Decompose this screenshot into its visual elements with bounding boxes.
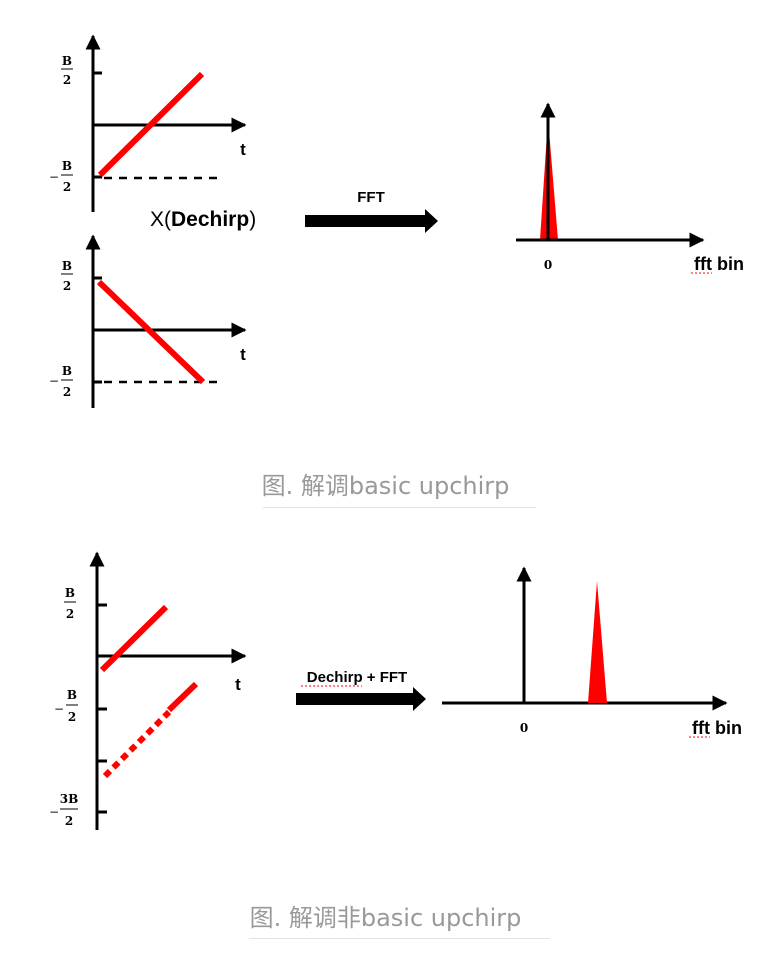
multiply-prefix: X( [150,208,171,231]
label-minus-b-half-den: 2 [68,710,76,724]
label-minus-sign: − [49,170,59,184]
label-b-half-bottom-num: B [62,159,72,173]
dechirp-fft-arrow: Dechirp + FFT [296,669,426,711]
upchirp-plot: B 2 − B 2 t [49,34,247,212]
time-label: t [240,140,246,159]
downchirp-plot: B 2 − B 2 t [49,234,247,408]
multiply-dechirp-label: X(Dechirp) [150,208,256,231]
figure-caption-2: 图. 解调非basic upchirp [249,904,522,932]
spectrum-plot-1: 0 fft bin [516,102,744,274]
multiply-suffix: ) [249,208,256,231]
fft-arrow-label: FFT [357,189,385,206]
label-b-half-bottom-den: 2 [63,180,71,194]
caption-divider-1 [263,507,536,508]
label-minus-sign: − [49,805,59,819]
time-label: t [235,675,241,694]
label-b-half-num: B [65,586,75,600]
nonbasic-upchirp-plot: B 2 − B 2 − 3B 2 t [49,551,247,830]
downchirp-line [96,279,206,385]
fft-peak-shifted [588,581,607,703]
time-label: t [240,345,246,364]
label-b-half-top-num: B [62,54,72,68]
label-b-half-top-den: 2 [63,73,71,87]
fft-bin-label: fft bin [694,254,744,274]
label-b-half-top-den: 2 [63,279,71,293]
label-minus-sign: − [54,702,64,716]
zero-label: 0 [544,258,552,272]
upchirp-upper-segment [99,604,169,673]
label-minus-3b-half-den: 2 [65,814,73,828]
caption-divider-2 [249,938,550,939]
label-minus-3b-half-num: 3B [60,792,79,806]
upchirp-line [97,71,205,178]
label-minus-sign: − [49,374,59,388]
label-b-half-top-num: B [62,259,72,273]
label-b-half-bottom-den: 2 [63,385,71,399]
fft-arrow-shape [305,209,438,233]
fft-bin-label: fft bin [692,718,742,738]
dechirp-word: Dechirp [171,208,249,231]
dechirp-fft-arrow-label: Dechirp + FFT [307,669,407,686]
zero-label: 0 [520,721,528,735]
dechirp-fft-arrow-shape [296,687,426,711]
upchirp-lower-segment [166,681,199,713]
upchirp-wrapped-dotted [102,709,172,779]
figure-caption-1: 图. 解调basic upchirp [261,472,510,500]
label-b-half-den: 2 [66,607,74,621]
fft-arrow: FFT [305,189,438,233]
spectrum-plot-2: 0 fft bin [442,566,742,738]
label-b-half-bottom-num: B [62,364,72,378]
label-minus-b-half-num: B [67,688,77,702]
